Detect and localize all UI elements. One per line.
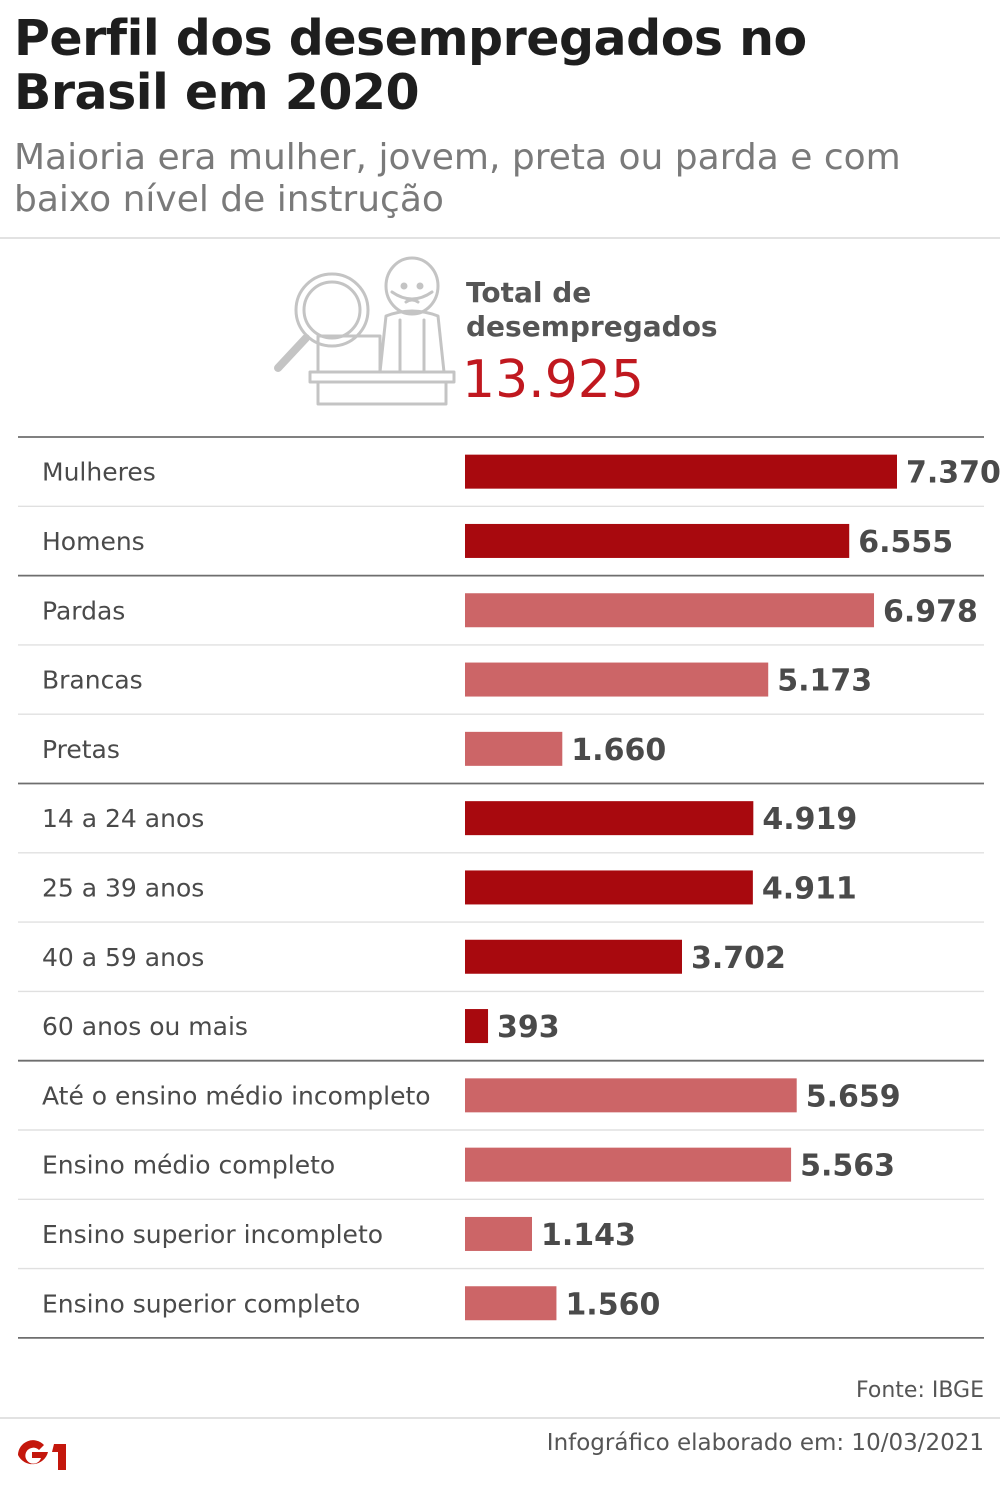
- value-label: 4.919: [762, 802, 857, 837]
- value-label: 1.143: [541, 1218, 636, 1253]
- category-label: Pretas: [42, 735, 120, 764]
- bar: [465, 1216, 532, 1251]
- source-note: Fonte: IBGE: [856, 1378, 984, 1403]
- total-label-line2: desempregados: [466, 310, 718, 343]
- bar: [465, 731, 563, 766]
- value-label: 3.702: [691, 941, 786, 976]
- unemployed-person-magnifier-icon: [274, 256, 456, 406]
- value-label: 4.911: [762, 871, 857, 906]
- bar: [465, 870, 753, 905]
- value-label: 6.978: [883, 594, 978, 629]
- category-label: 25 a 39 anos: [42, 873, 204, 902]
- total-value: 13.925: [462, 350, 644, 410]
- g1-logo: [18, 1440, 66, 1470]
- bar: [465, 801, 754, 836]
- category-label: 60 anos ou mais: [42, 1012, 248, 1041]
- category-label: Homens: [42, 527, 145, 556]
- category-label: 14 a 24 anos: [42, 804, 204, 833]
- chart-subtitle: Maioria era mulher, jovem, preta ou pard…: [14, 137, 901, 220]
- value-label: 393: [497, 1010, 560, 1045]
- value-label: 5.659: [806, 1079, 901, 1114]
- bar: [465, 1078, 797, 1113]
- value-label: 5.173: [777, 664, 872, 699]
- footer-divider: [0, 1417, 1000, 1419]
- header-divider: [0, 237, 1000, 239]
- value-label: 5.563: [800, 1149, 895, 1184]
- made-date: Infográfico elaborado em: 10/03/2021: [546, 1430, 984, 1456]
- category-label: Brancas: [42, 666, 143, 695]
- value-label: 1.660: [571, 733, 666, 768]
- category-label: Mulheres: [42, 458, 156, 487]
- bar: [465, 1286, 557, 1321]
- bar: [465, 454, 897, 489]
- category-label: Até o ensino médio incompleto: [42, 1081, 431, 1110]
- category-label: 40 a 59 anos: [42, 943, 204, 972]
- bar: [465, 593, 875, 628]
- chart-title: Perfil dos desempregados no Brasil em 20…: [14, 10, 807, 121]
- category-label: Ensino superior incompleto: [42, 1220, 383, 1249]
- category-label: Ensino médio completo: [42, 1151, 335, 1180]
- value-label: 7.370: [906, 456, 1000, 491]
- bar: [465, 1147, 792, 1182]
- bar: [465, 523, 850, 558]
- bar: [465, 662, 769, 697]
- total-label: Total de desempregados: [466, 276, 718, 344]
- value-label: 1.560: [565, 1287, 660, 1322]
- total-label-line1: Total de: [466, 276, 592, 309]
- value-label: 6.555: [858, 525, 953, 560]
- category-label: Ensino superior completo: [42, 1289, 360, 1318]
- bar: [465, 1009, 489, 1044]
- category-label: Pardas: [42, 596, 125, 625]
- bar: [465, 939, 682, 974]
